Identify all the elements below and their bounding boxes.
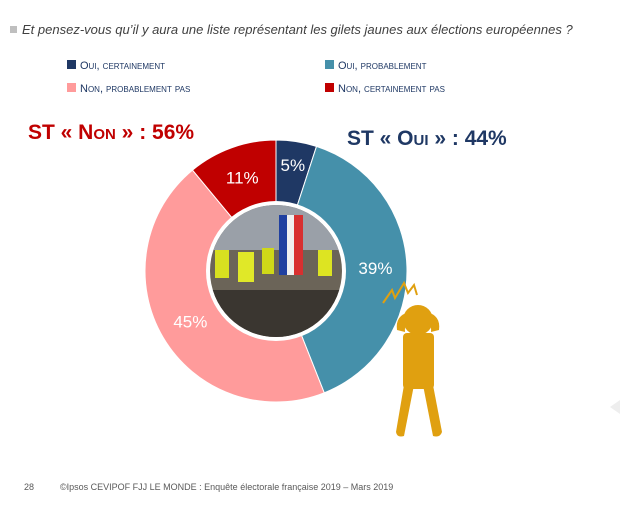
protest-photo — [210, 205, 342, 337]
question-text: Et pensez-vous qu’il y aura une liste re… — [10, 22, 573, 37]
summary-non: ST « Non » : 56% — [28, 121, 195, 144]
legend-item-oui-certainement: Oui, certainement — [67, 60, 165, 72]
legend-swatch — [325, 83, 334, 92]
next-slide-arrow-icon[interactable] — [610, 400, 620, 414]
data-label: 39% — [358, 259, 392, 278]
legend-item-non-certainement: Non, certainement pas — [325, 83, 445, 95]
stressed-person-icon — [382, 280, 442, 437]
data-label: 5% — [281, 156, 306, 175]
bullet-icon — [10, 26, 17, 33]
page-number: 28 — [24, 482, 35, 492]
legend-swatch — [67, 83, 76, 92]
summary-oui: ST « Oui » : 44% — [347, 127, 507, 150]
data-label: 11% — [226, 168, 259, 187]
legend-swatch — [67, 60, 76, 69]
source-note: ©Ipsos CEVIPOF FJJ LE MONDE : Enquête él… — [60, 482, 394, 492]
data-label: 45% — [173, 313, 207, 332]
legend-item-non-probablement: Non, probablement pas — [67, 83, 190, 95]
legend-item-oui-probablement: Oui, probablement — [325, 60, 426, 72]
legend-swatch — [325, 60, 334, 69]
